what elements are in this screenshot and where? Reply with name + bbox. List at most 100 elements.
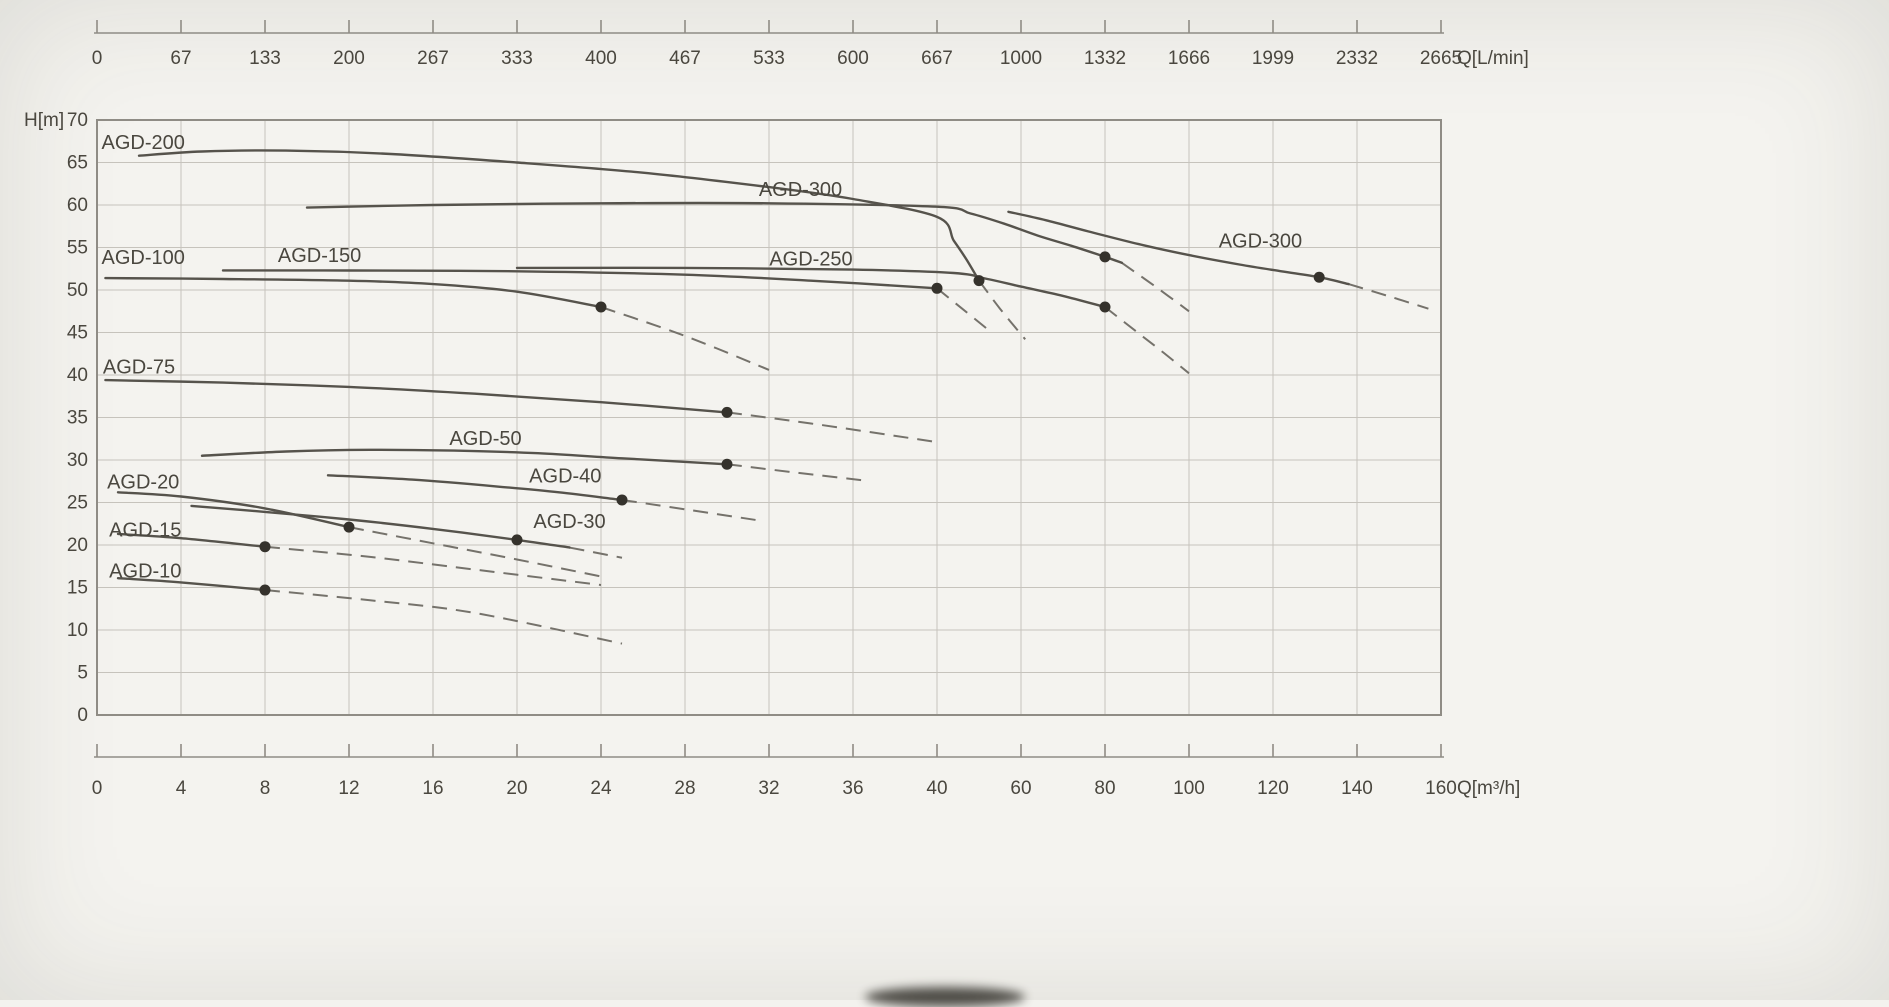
rated-point-AGD-150 [931,282,943,294]
y-axis-tick-label: 35 [67,408,88,429]
bottom-axis-tick-label: 80 [1094,778,1115,799]
rated-point-AGD-75 [721,406,733,418]
bottom-axis-tick-label: 12 [338,778,359,799]
bottom-axis-tick-label: 140 [1341,778,1373,799]
curve-dashed-AGD-10 [264,589,623,645]
rated-point-AGD-250 [1099,301,1111,313]
rated-point-AGD-10 [259,584,271,596]
y-axis-tick-label: 45 [67,323,88,344]
y-axis-tick-label: 10 [67,620,88,641]
curve-dashed-AGD-300 [1348,283,1429,310]
top-axis-tick-label: 67 [170,48,191,69]
top-axis-tick-label: 133 [249,48,281,69]
rated-point-AGD-100 [595,301,607,313]
curve-label-AGD-150: AGD-150 [278,245,361,267]
bottom-axis-tick-label: 60 [1010,778,1031,799]
grid [96,119,1442,716]
top-axis-tick-label: 200 [333,48,365,69]
rated-point-AGD-15 [259,541,271,553]
curve-AGD-300 [305,201,1123,264]
curve-label-AGD-75: AGD-75 [103,357,175,379]
top-axis-tick-label: 400 [585,48,617,69]
curve-dashed-AGD-250 [1104,306,1190,375]
y-axis-unit: H[m] [24,110,64,131]
curve-AGD-75 [104,378,729,414]
curve-dashed-AGD-100 [600,306,770,371]
top-axis-tick-label: 0 [92,48,103,69]
rated-points [259,251,1325,596]
curve-labels: AGD-200 AGD-300 AGD-300 AGD-250 AGD-150 AGD-1… [102,132,1303,582]
curve-AGD-15 [116,532,267,548]
bottom-axis-tick-label: 32 [758,778,779,799]
curve-AGD-40 [326,474,624,502]
bottom-axis-tick-label: 8 [260,778,271,799]
y-axis-tick-label: 40 [67,365,88,386]
y-axis-tick-label: 30 [67,450,88,471]
plot-frame [96,119,1442,716]
curve-dashed-AGD-20 [348,526,602,578]
top-axis-tick-label: 533 [753,48,785,69]
rated-point-AGD-20 [343,521,355,533]
y-axis-tick-label: 50 [67,280,88,301]
curve-dashed-AGD-40 [621,498,759,522]
top-axis-tick-label: 2332 [1336,48,1378,69]
y-axis-tick-label: 25 [67,493,88,514]
curve-AGD-50 [200,448,729,466]
rated-point-AGD-200 [973,275,985,287]
curve-AGD-100 [104,276,603,309]
bottom-axis: 0 4 8 12 16 20 24 28 32 36 40 60 80 100 120 140 160 Q[m³/… [92,744,1520,799]
rated-point-AGD-40 [616,494,628,506]
curve-label-AGD-300: AGD-300 [759,179,842,201]
curve-AGD-300 [1007,210,1350,286]
y-axis-tick-label: 0 [77,705,88,726]
top-axis-tick-label: 1000 [1000,48,1042,69]
y-axis-tick-label: 65 [67,153,88,174]
rated-point-AGD-300 [1313,271,1325,283]
curve-AGD-200 [137,149,981,282]
bottom-axis-tick-label: 36 [842,778,863,799]
top-axis-tick-label: 1332 [1084,48,1126,69]
y-axis-tick-label: 70 [67,110,88,131]
rated-point-AGD-300 [1099,251,1111,263]
bottom-axis-tick-label: 20 [506,778,527,799]
bottom-axis-tick-label: 28 [674,778,695,799]
y-axis-tick-label: 15 [67,578,88,599]
top-axis-tick-label: 467 [669,48,701,69]
bottom-axis-tick-label: 40 [926,778,947,799]
curve-dashed-AGD-150 [936,287,989,330]
top-axis-tick-label: 267 [417,48,449,69]
bottom-axis-tick-label: 16 [422,778,443,799]
bottom-axis-unit: Q[m³/h] [1457,778,1520,799]
top-axis-unit: Q[L/min] [1457,48,1529,69]
photo-artifact [865,987,1025,1007]
top-axis-tick-label: 1999 [1252,48,1294,69]
curve-label-AGD-50: AGD-50 [449,428,521,450]
y-axis-tick-label: 20 [67,535,88,556]
top-axis-tick-label: 600 [837,48,869,69]
curves [104,149,1429,645]
bottom-axis-tick-label: 120 [1257,778,1289,799]
curve-dashed-AGD-50 [726,463,864,482]
top-axis: 0 67 133 200 267 333 400 467 533 600 667 1000 1332 16… [92,20,1529,69]
curve-dashed-AGD-15 [264,545,602,586]
curve-label-AGD-300: AGD-300 [1219,231,1302,253]
rated-point-AGD-30 [511,534,523,546]
curve-dashed-AGD-75 [726,411,938,444]
top-axis-tick-label: 1666 [1168,48,1210,69]
curve-label-AGD-250: AGD-250 [769,249,852,271]
y-axis-tick-label: 55 [67,238,88,259]
curve-label-AGD-10: AGD-10 [109,561,181,583]
curve-label-AGD-40: AGD-40 [529,465,601,487]
curve-dashed-AGD-200 [978,280,1026,340]
bottom-axis-tick-label: 160 [1425,778,1457,799]
top-axis-tick-label: 333 [501,48,533,69]
bottom-axis-tick-label: 24 [590,778,612,799]
curve-AGD-10 [116,576,267,592]
bottom-axis-tick-label: 100 [1173,778,1205,799]
curve-label-AGD-100: AGD-100 [102,247,185,269]
top-axis-tick-label: 667 [921,48,953,69]
curve-dashed-AGD-300 [1121,261,1190,313]
bottom-axis-tick-label: 4 [176,778,187,799]
